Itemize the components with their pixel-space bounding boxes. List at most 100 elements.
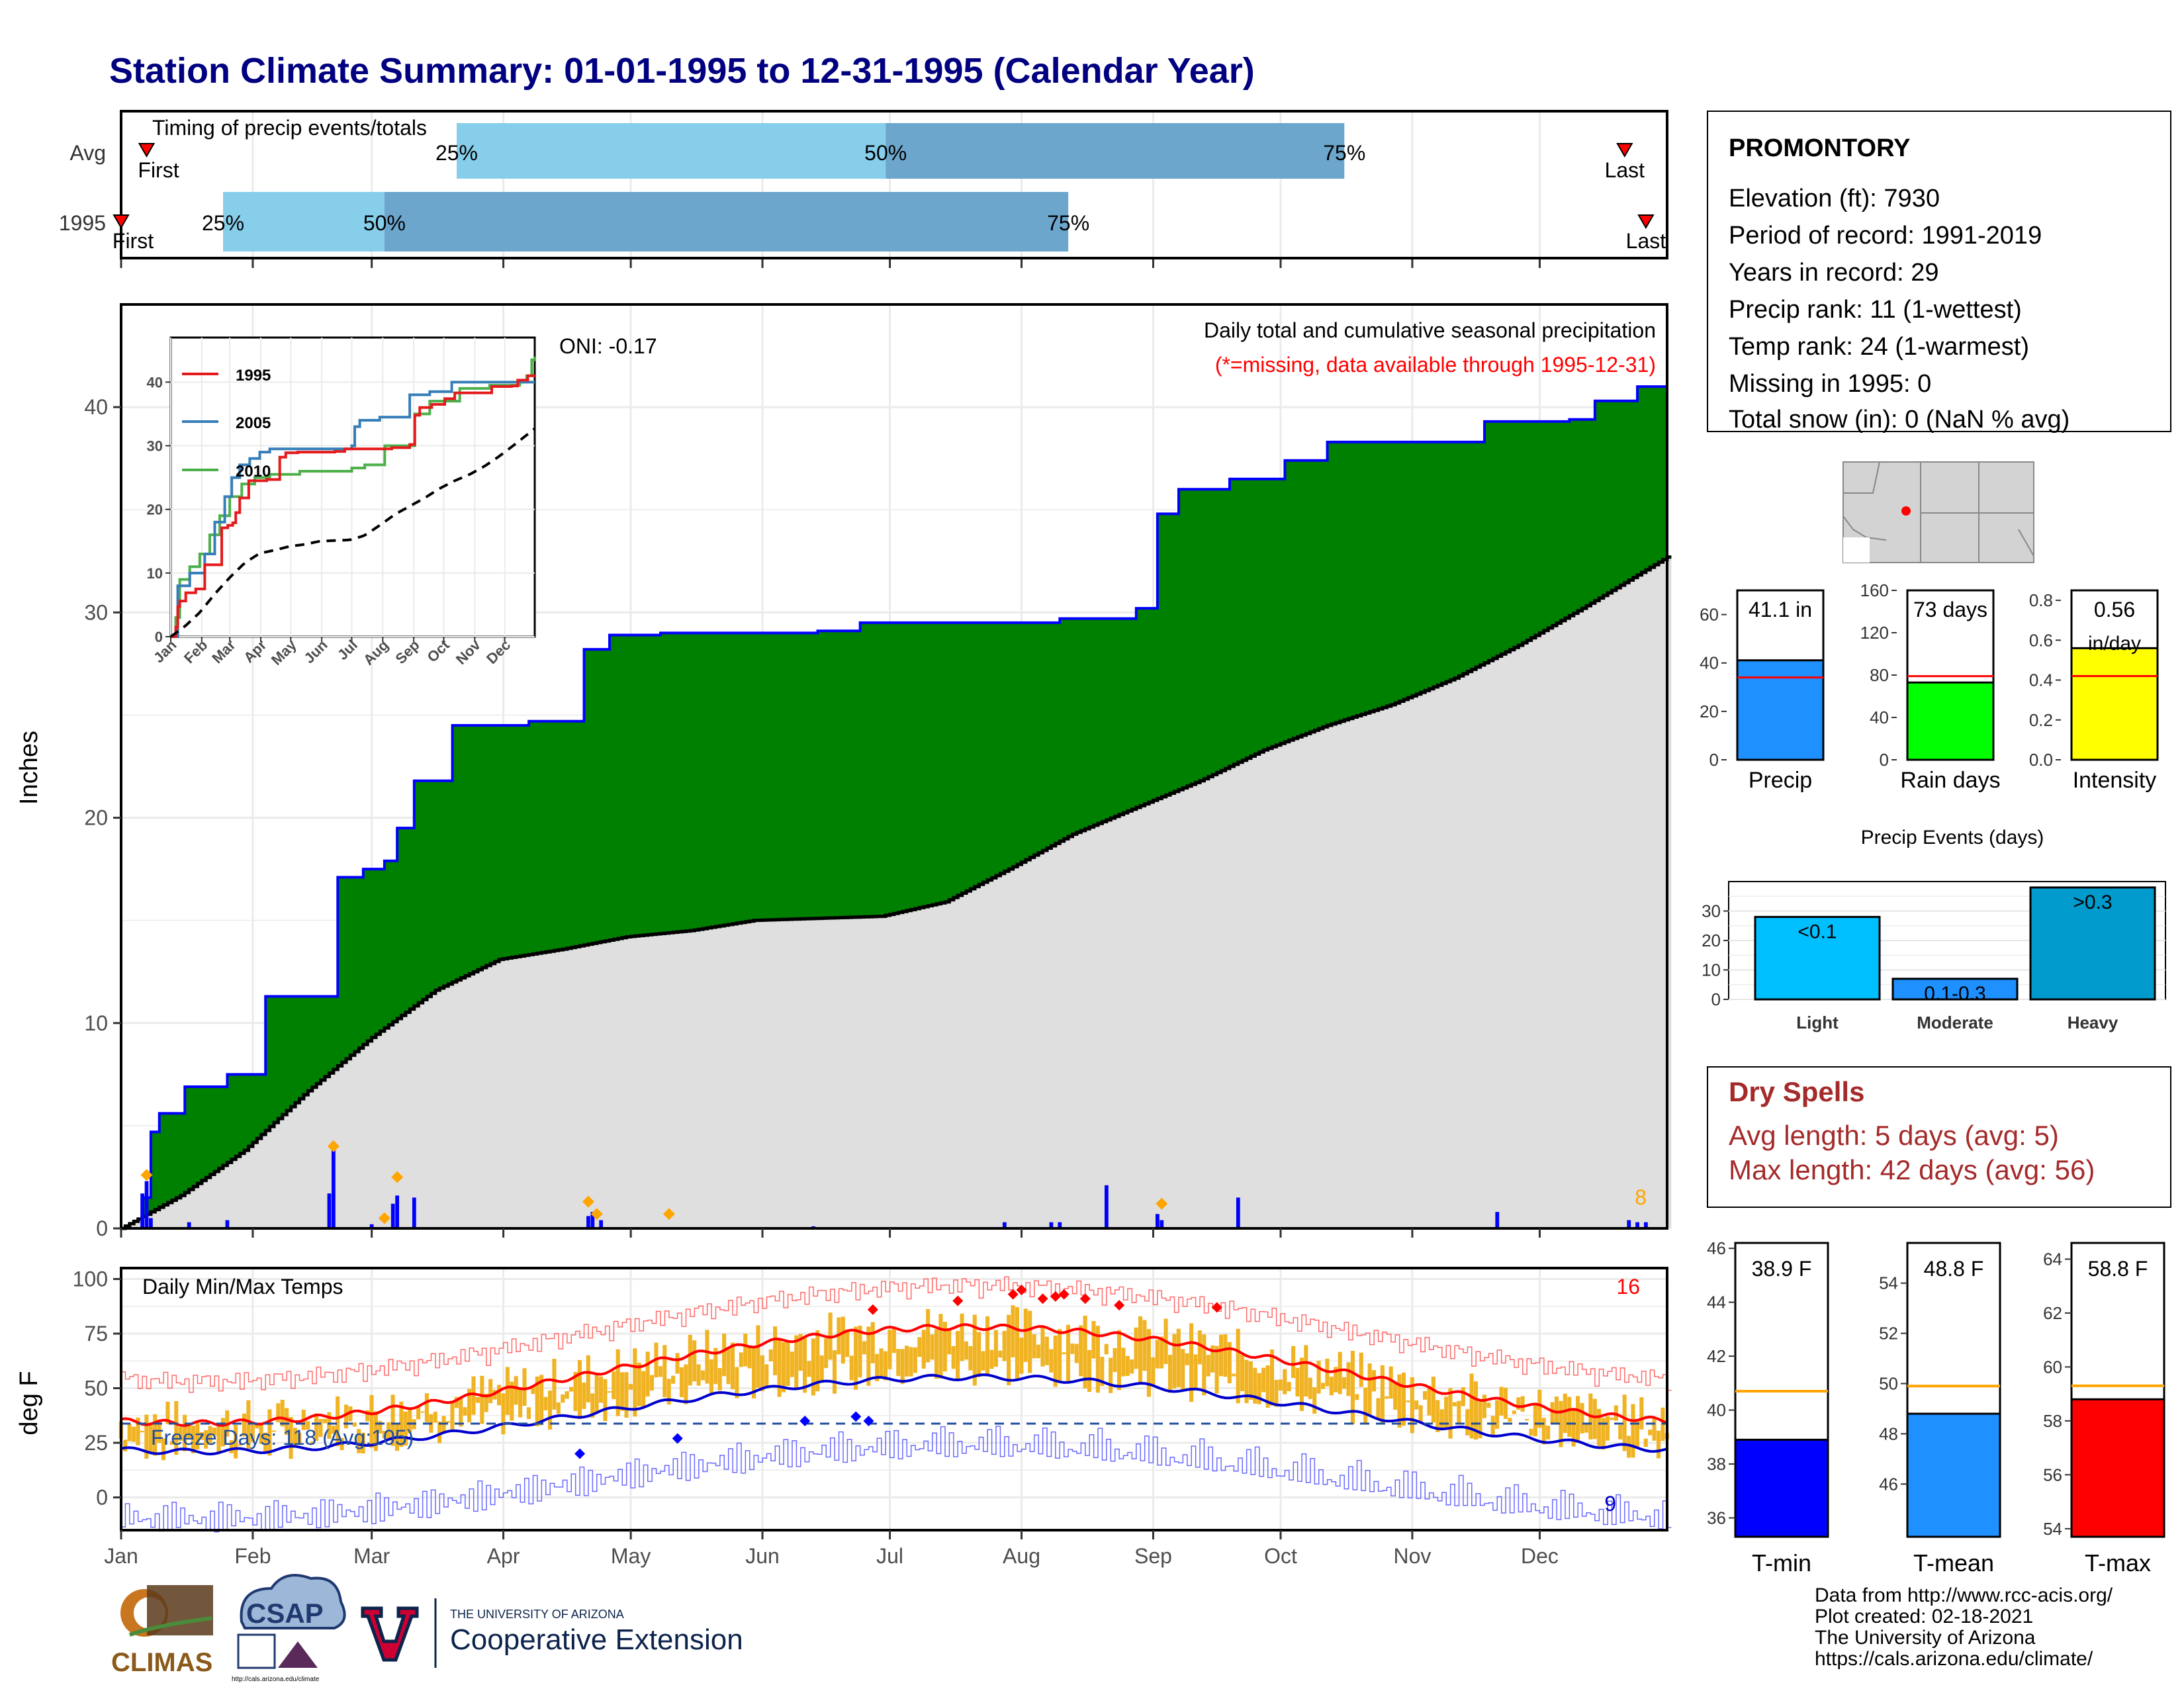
tmin-avg-line bbox=[120, 1373, 1668, 1456]
daily-temp-bar bbox=[1197, 1330, 1202, 1365]
daily-temp-bar bbox=[153, 1414, 158, 1456]
month-label-nov: Nov bbox=[1393, 1544, 1431, 1568]
first-marker-avg bbox=[138, 143, 156, 158]
daily-temp-bar bbox=[327, 1412, 332, 1439]
daily-temp-bar bbox=[951, 1346, 956, 1369]
summary-bar-label: Precip bbox=[1749, 768, 1812, 793]
tmin-record-line bbox=[121, 1426, 1672, 1533]
daily-temp-bar bbox=[382, 1430, 387, 1439]
daily-temp-bar bbox=[450, 1402, 455, 1430]
daily-precip-bar bbox=[144, 1181, 149, 1228]
daily-temp-bar bbox=[357, 1429, 361, 1453]
summary-bar-tick-label: 40 bbox=[1700, 653, 1719, 673]
daily-temp-bar bbox=[998, 1350, 1003, 1358]
inset-y-tick-label: 10 bbox=[147, 565, 163, 582]
daily-temp-bar bbox=[1554, 1396, 1559, 1424]
daily-temp-bar bbox=[845, 1330, 850, 1357]
daily-temp-bar bbox=[1529, 1428, 1533, 1436]
daily-temp-bar bbox=[242, 1413, 246, 1437]
daily-precip-bar bbox=[1156, 1214, 1160, 1228]
cumulative-precip-line bbox=[121, 384, 1668, 1230]
csap-logo: CSAP http://cals.arizona.edu/climate bbox=[232, 1574, 346, 1683]
daily-temp-bar bbox=[879, 1348, 884, 1378]
daily-temp-bar bbox=[1244, 1359, 1249, 1404]
daily-temp-bar bbox=[1652, 1418, 1657, 1441]
inset-y-tick-label: 0 bbox=[155, 629, 163, 645]
daily-temp-bar bbox=[1550, 1402, 1555, 1424]
daily-temp-bar bbox=[467, 1389, 472, 1423]
daily-temp-bar bbox=[1363, 1387, 1368, 1424]
daily-temp-bar bbox=[956, 1331, 960, 1380]
daily-temp-bar bbox=[1095, 1326, 1100, 1393]
events-y-tick-label: 30 bbox=[1702, 901, 1721, 921]
daily-precip-bar bbox=[590, 1212, 595, 1228]
temp-y-tick-label: 75 bbox=[84, 1322, 108, 1346]
daily-temp-bar bbox=[756, 1325, 760, 1388]
daily-precip-bar bbox=[1236, 1197, 1240, 1228]
daily-temp-bar bbox=[692, 1340, 697, 1382]
summary-bar-value: 0.56 bbox=[2094, 598, 2135, 621]
daily-temp-bar bbox=[1371, 1370, 1377, 1392]
daily-precip-bar bbox=[1160, 1220, 1164, 1228]
daily-temp-bar bbox=[735, 1367, 739, 1398]
climas-logo: CLIMAS bbox=[111, 1585, 213, 1677]
daily-temp-bar bbox=[496, 1385, 502, 1406]
daily-temp-bar bbox=[1253, 1367, 1257, 1404]
last-marker-avg bbox=[1616, 143, 1633, 158]
daily-temp-bar bbox=[1142, 1320, 1147, 1371]
daily-temp-bar bbox=[1359, 1352, 1363, 1387]
missing-note: (*=missing, data available through 1995-… bbox=[1215, 353, 1656, 377]
temp-y-tick-label: 25 bbox=[84, 1431, 108, 1455]
daily-temp-bar bbox=[271, 1430, 276, 1432]
record-high-marker bbox=[1050, 1291, 1061, 1302]
daily-temp-bar bbox=[1457, 1400, 1461, 1424]
timing-1995-q25: 25% bbox=[202, 211, 244, 235]
daily-temp-bar bbox=[684, 1364, 688, 1404]
daily-temp-bar bbox=[318, 1418, 323, 1438]
daily-temp-bar bbox=[942, 1322, 947, 1372]
daily-temp-bar bbox=[1639, 1397, 1644, 1430]
daily-temp-bar bbox=[1435, 1400, 1440, 1432]
daily-temp-bar bbox=[1643, 1438, 1648, 1447]
daily-temp-bar bbox=[378, 1421, 383, 1434]
daily-temp-bar bbox=[1261, 1367, 1266, 1393]
daily-temp-bar bbox=[803, 1338, 807, 1393]
daily-temp-bar bbox=[127, 1424, 132, 1441]
temp-summary-tick-label: 52 bbox=[1879, 1324, 1898, 1344]
precip-y-tick-label: 20 bbox=[84, 806, 108, 830]
temp-summary-tick-label: 62 bbox=[2043, 1303, 2062, 1323]
daily-temp-bar bbox=[1185, 1353, 1189, 1365]
daily-temp-bar bbox=[862, 1341, 866, 1355]
daily-temp-bar bbox=[471, 1376, 476, 1415]
inset-legend: 1995 2005 2010 bbox=[182, 367, 271, 480]
daily-temp-bar bbox=[934, 1329, 939, 1379]
record-high-marker bbox=[1079, 1293, 1091, 1304]
timing-q-1995-dark bbox=[384, 192, 1069, 251]
daily-temp-bar bbox=[1007, 1314, 1011, 1386]
daily-temp-bar bbox=[556, 1402, 561, 1414]
daily-temp-bar bbox=[1074, 1344, 1079, 1363]
daily-temp-bar bbox=[1414, 1400, 1419, 1410]
daily-temp-bar bbox=[679, 1367, 684, 1398]
daily-temp-bar bbox=[1036, 1344, 1041, 1359]
daily-temp-bar bbox=[361, 1432, 365, 1454]
temp-summary-tick-label: 46 bbox=[1707, 1238, 1726, 1258]
daily-temp-bar bbox=[433, 1412, 437, 1423]
daily-temp-bar bbox=[1104, 1344, 1109, 1355]
daily-temp-bar bbox=[522, 1368, 527, 1406]
events-bar-moderate bbox=[1891, 978, 2019, 1001]
summary-bar-value-unit: in/day bbox=[2088, 633, 2141, 655]
precip-caption: Daily total and cumulative seasonal prec… bbox=[1204, 318, 1656, 342]
daily-temp-bar bbox=[1019, 1337, 1024, 1374]
daily-temp-bar bbox=[1627, 1436, 1631, 1458]
daily-temp-bar bbox=[1401, 1372, 1406, 1426]
timing-avg-q75: 75% bbox=[1323, 141, 1365, 165]
daily-temp-bar bbox=[696, 1364, 701, 1386]
daily-temp-bar bbox=[773, 1326, 778, 1375]
daily-temp-bar bbox=[1308, 1377, 1312, 1399]
freeze-days: Freeze Days: 118 (Avg:105) bbox=[151, 1426, 414, 1449]
daily-temp-bar bbox=[136, 1417, 140, 1445]
daily-temp-bar bbox=[1295, 1367, 1300, 1396]
ua-big-text: Cooperative Extension bbox=[450, 1623, 743, 1656]
daily-temp-bar bbox=[1465, 1409, 1470, 1436]
